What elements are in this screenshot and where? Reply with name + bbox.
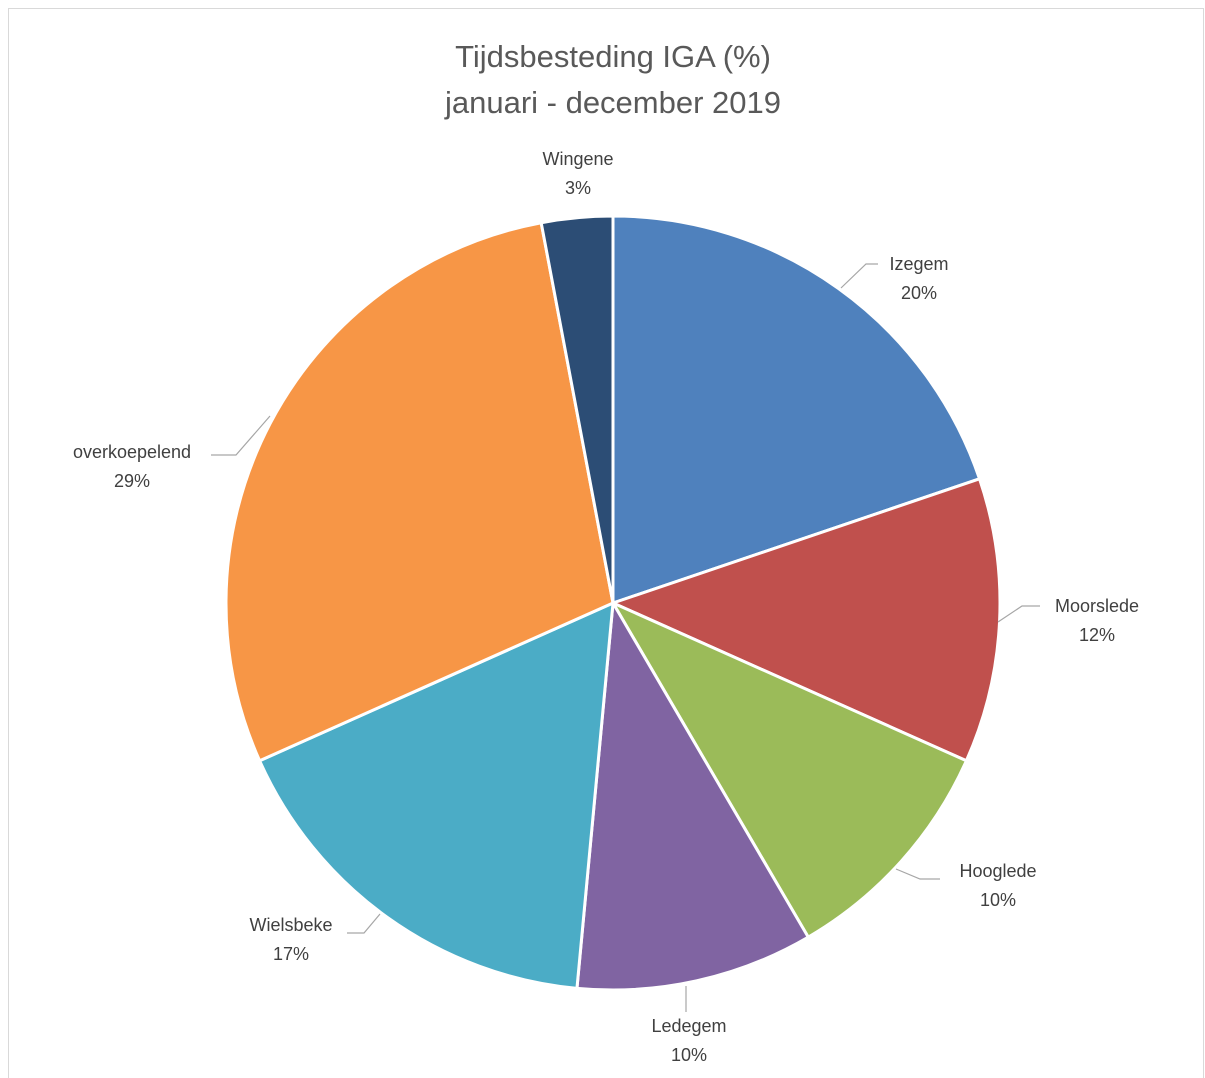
data-label-value-ledegem: 10% <box>671 1045 707 1065</box>
pie-slice-izegem <box>611 214 982 605</box>
pie-slices <box>224 214 1002 992</box>
data-label-value-wingene: 3% <box>565 178 591 198</box>
data-label-name-overkoepelend: overkoepelend <box>73 442 191 462</box>
pie-slice-wielsbeke <box>258 601 615 990</box>
data-label-value-hooglede: 10% <box>980 890 1016 910</box>
data-label-value-wielsbeke: 17% <box>273 944 309 964</box>
pie-slice-ledegem <box>575 601 810 992</box>
leader-line-wielsbeke <box>347 913 381 934</box>
data-label-value-izegem: 20% <box>901 283 937 303</box>
leader-line-hooglede <box>895 868 940 880</box>
data-label-name-wielsbeke: Wielsbeke <box>249 915 332 935</box>
leader-line-moorslede <box>997 605 1040 623</box>
leader-line-izegem <box>840 263 878 289</box>
chart-subtitle: januari - december 2019 <box>444 85 781 120</box>
data-label-name-izegem: Izegem <box>889 254 948 274</box>
data-label-name-hooglede: Hooglede <box>959 861 1036 881</box>
data-label-name-ledegem: Ledegem <box>651 1016 726 1036</box>
data-label-name-wingene: Wingene <box>542 149 613 169</box>
data-label-name-moorslede: Moorslede <box>1055 596 1139 616</box>
pie-slice-overkoepelend <box>224 221 615 763</box>
pie-slice-wingene <box>539 214 615 605</box>
leader-lines <box>211 263 1040 1012</box>
data-label-value-overkoepelend: 29% <box>114 471 150 491</box>
leader-line-overkoepelend <box>211 415 271 456</box>
chart-title: Tijdsbesteding IGA (%) <box>455 39 771 74</box>
data-label-value-moorslede: 12% <box>1079 625 1115 645</box>
data-labels: Izegem 20% Moorslede 12% Hooglede 10% Ledegem 1… <box>73 149 1139 1065</box>
pie-slice-hooglede <box>611 601 968 939</box>
